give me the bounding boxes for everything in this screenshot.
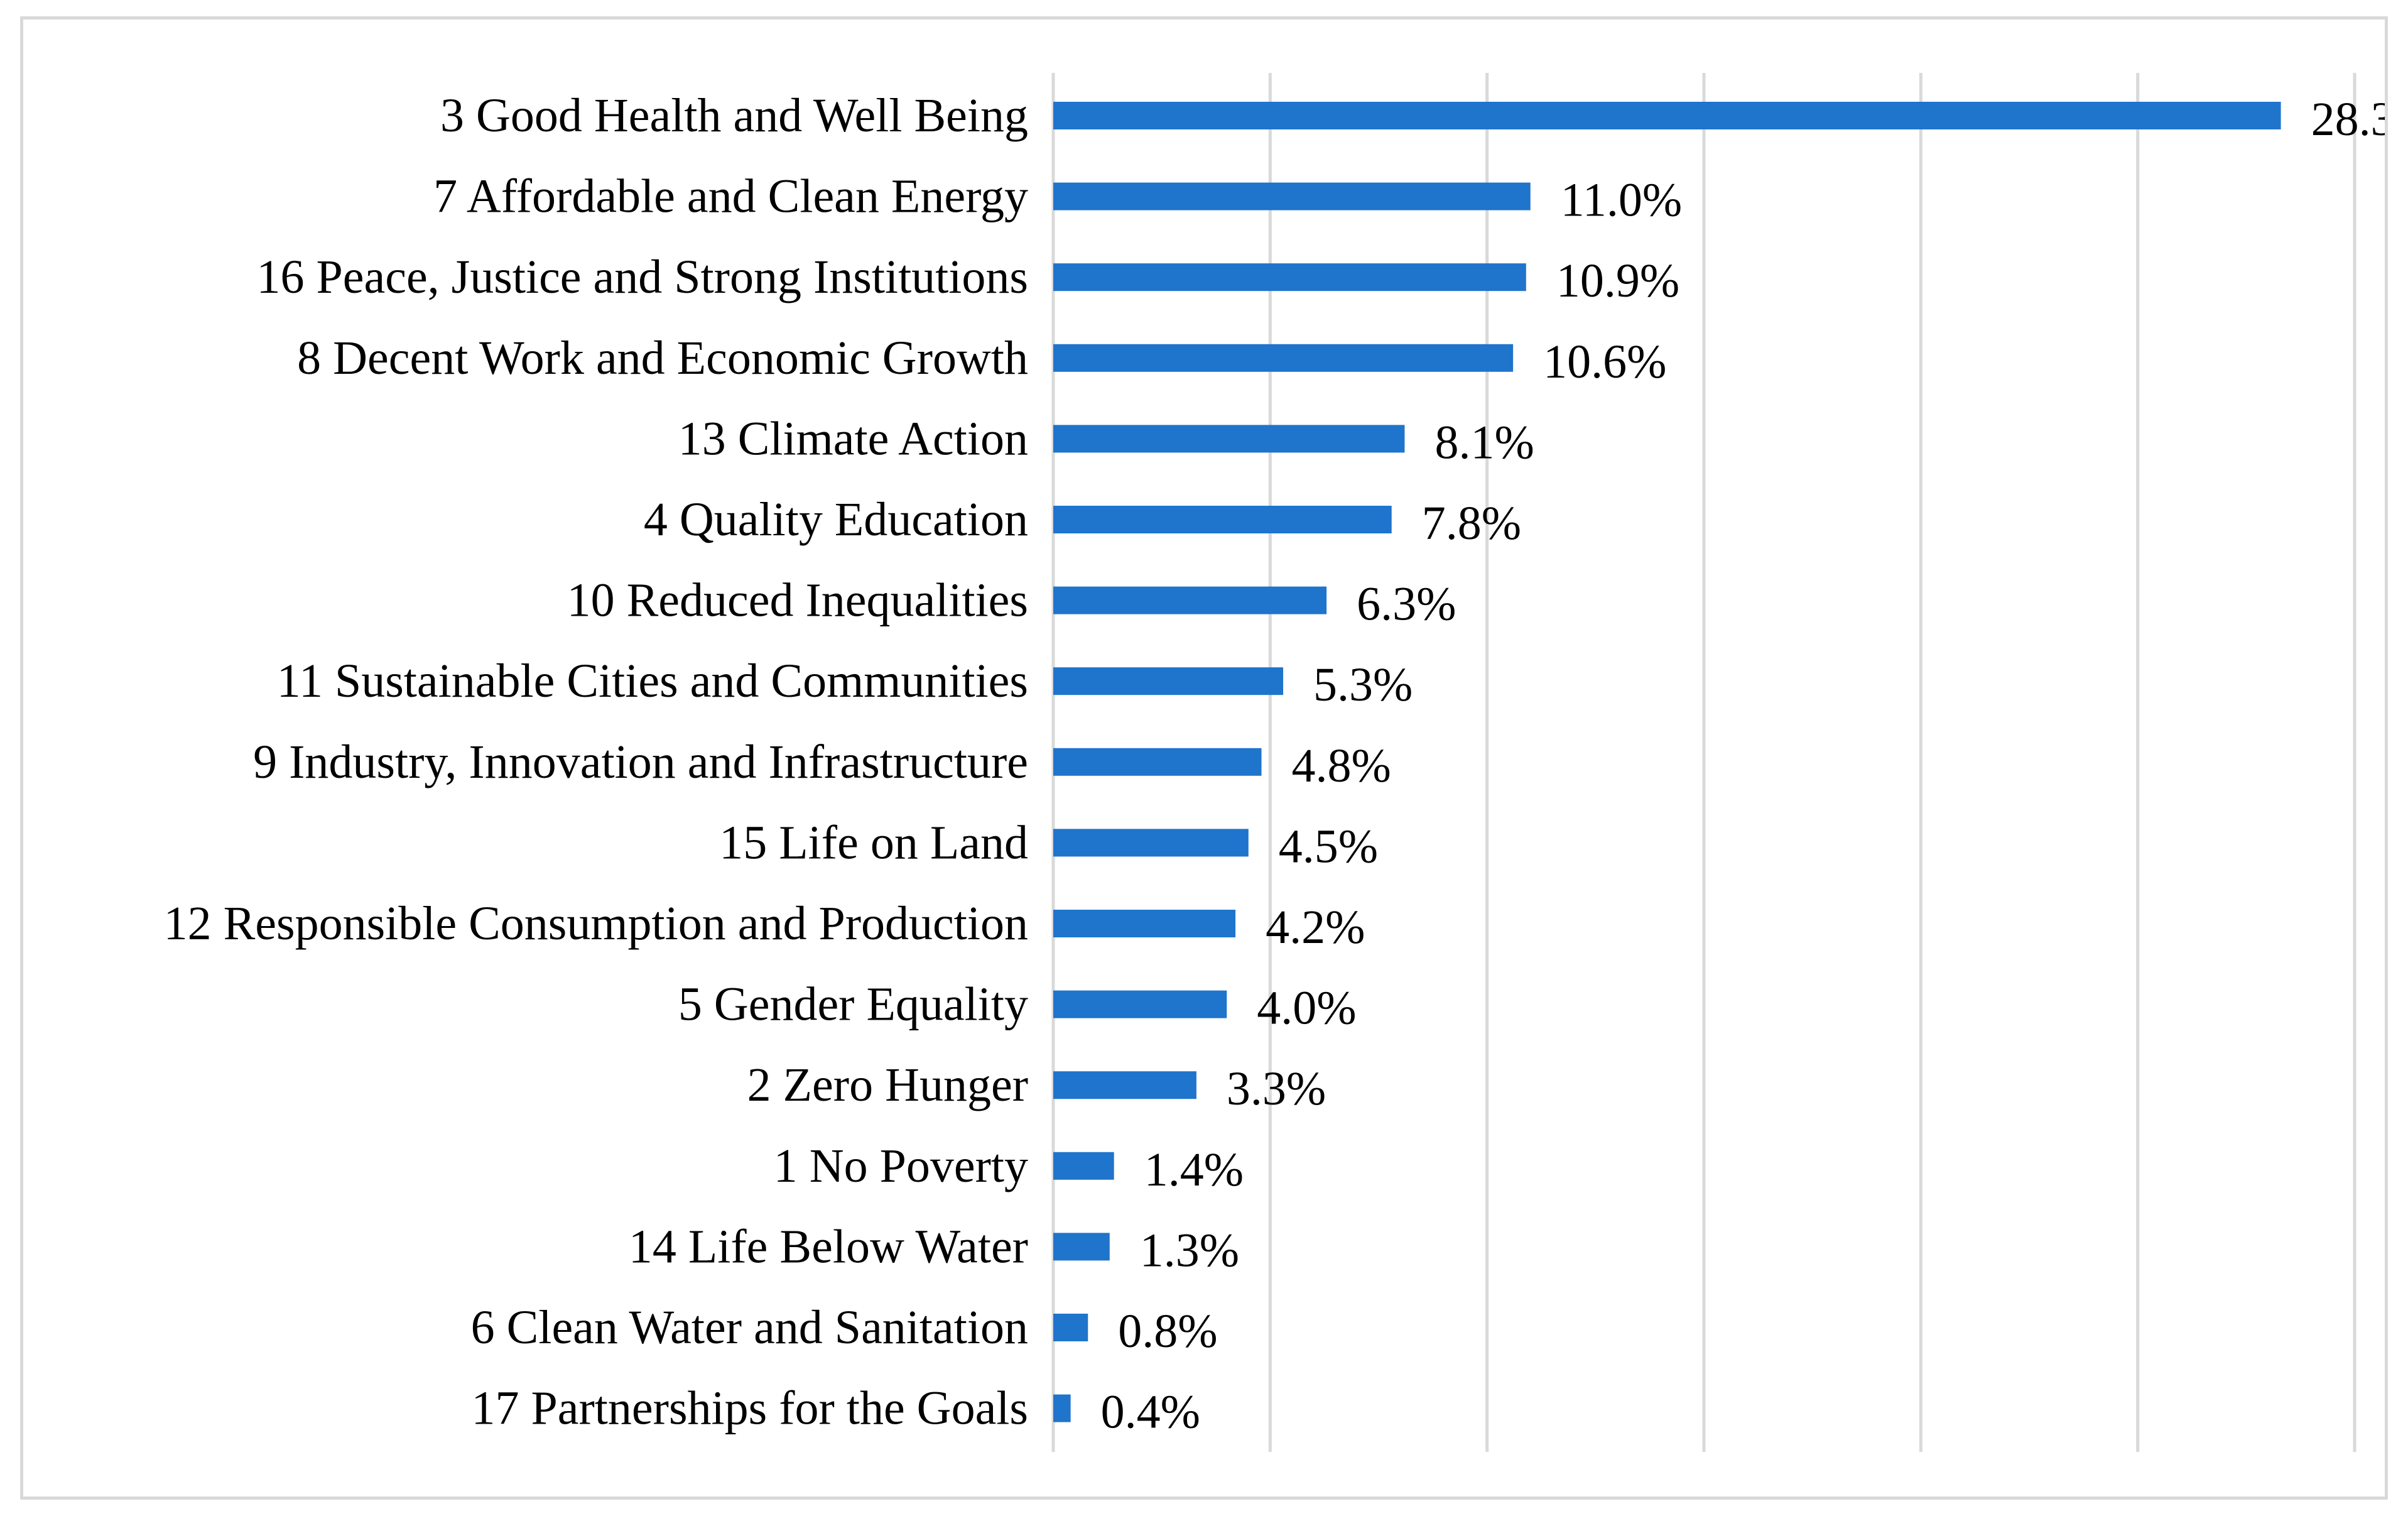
data-label: 10.9% [1556,254,1679,307]
category-label: 8 Decent Work and Economic Growth [297,332,1028,384]
category-label: 6 Clean Water and Sanitation [471,1301,1028,1354]
data-label: 0.8% [1118,1305,1217,1358]
category-label: 16 Peace, Justice and Strong Institution… [256,251,1028,303]
category-label: 7 Affordable and Clean Energy [433,170,1028,223]
data-label: 4.0% [1257,982,1356,1035]
data-label: 8.1% [1434,416,1534,469]
bar [1053,1314,1088,1341]
data-label: 4.8% [1292,739,1391,792]
bar-chart: 3 Good Health and Well Being 7 Affordable… [164,73,2385,1452]
category-label: 5 Gender Equality [678,978,1028,1031]
bar [1053,1394,1071,1422]
category-label: 3 Good Health and Well Being [440,89,1028,142]
category-label: 12 Responsible Consumption and Productio… [164,897,1028,950]
bar [1053,667,1284,695]
bar [1053,102,2281,129]
bar [1053,1152,1114,1180]
data-label: 1.3% [1140,1224,1239,1277]
bar [1053,1071,1196,1099]
data-label: 10.6% [1543,335,1666,388]
bars [1053,102,2281,1422]
value-labels: 28.3% 11.0% 10.9% 10.6%8.1% 7.8% 6.3% 5.3% 4.8%… [1101,93,2385,1439]
bar [1053,748,1262,776]
category-labels: 3 Good Health and Well Being 7 Affordable… [164,89,1028,1435]
category-label: 10 Reduced Inequalities [567,574,1028,627]
category-label: 11 Sustainable Cities and Communities [277,655,1028,707]
data-label: 6.3% [1357,578,1456,631]
bar [1053,910,1236,937]
category-label: 2 Zero Hunger [747,1059,1028,1111]
data-label: 3.3% [1227,1062,1326,1115]
bar [1053,506,1392,533]
bar [1053,182,1531,210]
category-label: 17 Partnerships for the Goals [471,1382,1028,1435]
data-label: 7.8% [1422,497,1521,550]
data-label: 0.4% [1101,1386,1200,1439]
gridlines [1051,73,2356,1452]
chart-frame: 3 Good Health and Well Being 7 Affordable… [20,16,2388,1500]
category-label: 15 Life on Land [719,816,1028,869]
data-label: 28.3% [2311,93,2385,146]
bar [1053,586,1327,614]
category-label: 9 Industry, Innovation and Infrastructur… [253,736,1028,788]
bar [1053,344,1514,372]
category-label: 14 Life Below Water [629,1220,1028,1273]
data-label: 11.0% [1561,174,1683,227]
data-label: 4.5% [1279,820,1378,873]
bar [1053,829,1249,857]
category-label: 4 Quality Education [644,493,1028,546]
data-label: 5.3% [1313,658,1413,711]
bar [1053,1233,1110,1261]
category-label: 1 No Poverty [774,1140,1028,1192]
bar [1053,990,1227,1018]
bar [1053,263,1526,292]
category-label: 13 Climate Action [678,412,1028,465]
bar [1053,425,1405,453]
data-label: 4.2% [1266,901,1365,954]
data-label: 1.4% [1144,1143,1244,1196]
